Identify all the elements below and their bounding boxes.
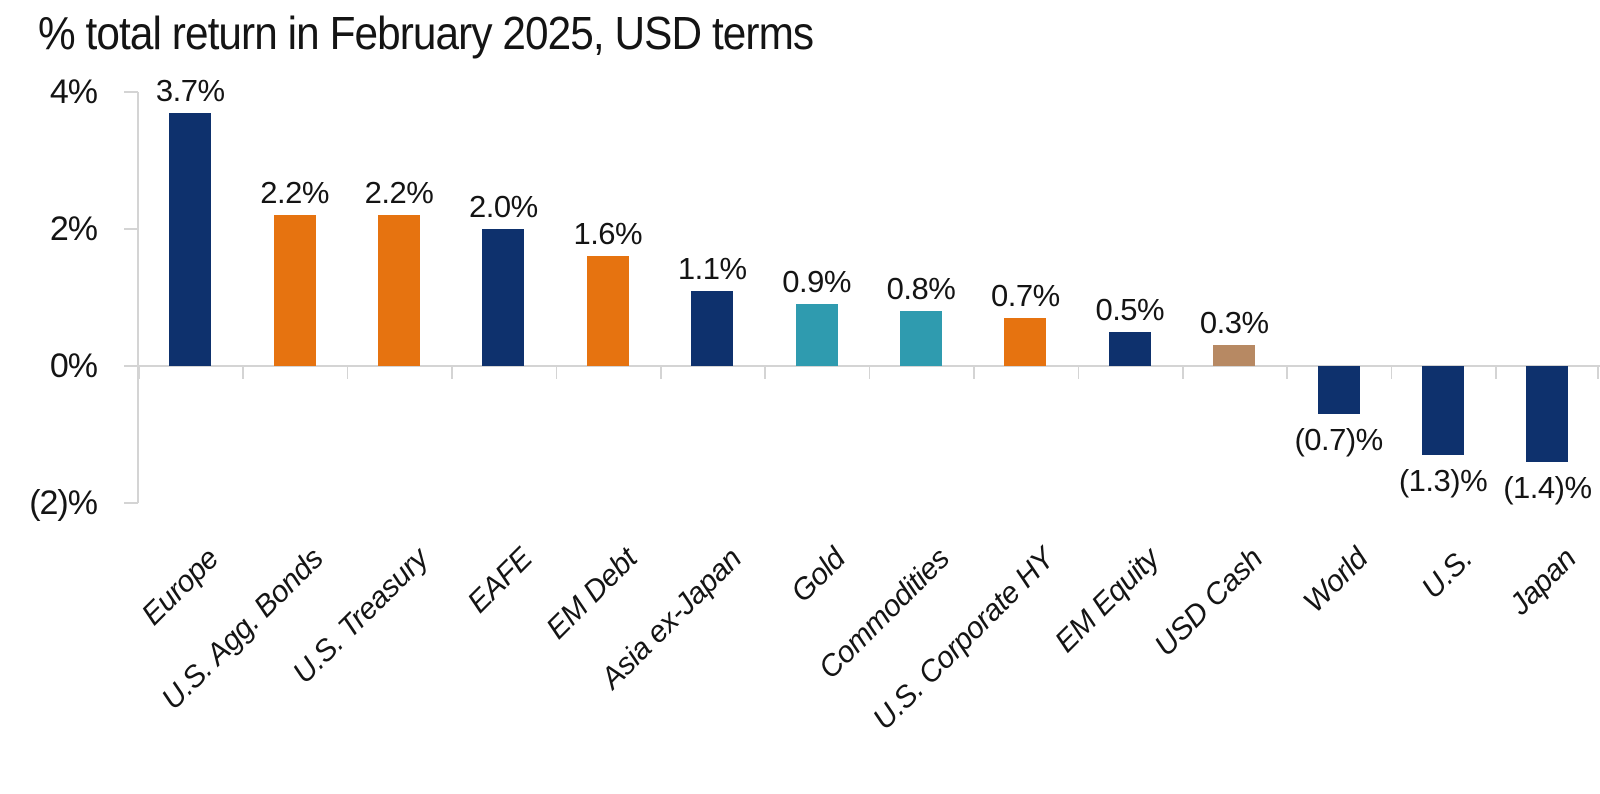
bar-value-label-commodities: 0.8% — [886, 271, 956, 307]
x-label-europe: Europe — [135, 542, 226, 632]
x-tick — [555, 366, 558, 379]
y-tick-label: 0% — [49, 347, 98, 385]
bar-japan — [1526, 366, 1569, 462]
y-axis-line — [137, 92, 139, 503]
bar-value-label-u-s-corporate-hy: 0.7% — [991, 278, 1060, 314]
bar-em-equity — [1108, 331, 1151, 366]
y-tick — [124, 228, 138, 230]
x-tick — [868, 366, 871, 379]
bar-value-label-world: (0.7)% — [1294, 421, 1383, 457]
y-tick-label: 2% — [49, 210, 98, 248]
x-tick — [1077, 366, 1080, 379]
x-tick — [1597, 366, 1599, 379]
bar-value-label-usd-cash: 0.3% — [1199, 305, 1269, 341]
bar-value-label-u-s-treasury: 2.2% — [364, 175, 434, 211]
bar-eafe — [482, 229, 525, 366]
x-label-usd-cash: USD Cash — [1148, 542, 1270, 663]
bar-value-label-u-s: (1.3)% — [1398, 463, 1488, 499]
x-tick — [973, 366, 975, 379]
bar-u-s — [1422, 366, 1464, 456]
bar-asia-ex-japan — [691, 290, 734, 366]
x-tick — [1390, 366, 1393, 379]
y-tick-label: 4% — [49, 73, 98, 111]
y-tick — [124, 365, 138, 367]
x-label-u-s-corporate-hy: U.S. Corporate HY — [866, 542, 1061, 737]
bar-europe — [169, 112, 212, 366]
x-label-u-s: U.S. — [1415, 542, 1479, 606]
chart-title: % total return in February 2025, USD ter… — [38, 7, 814, 59]
bar-u-s-corporate-hy — [1004, 318, 1047, 366]
bar-value-label-em-debt: 1.6% — [573, 216, 643, 252]
x-tick — [1495, 366, 1497, 379]
bar-value-label-em-equity: 0.5% — [1095, 291, 1165, 327]
y-tick — [124, 502, 138, 504]
x-label-em-debt: EM Debt — [539, 542, 644, 646]
bar-value-label-gold: 0.9% — [782, 264, 851, 300]
x-tick — [451, 366, 453, 379]
x-label-japan: Japan — [1503, 542, 1583, 622]
x-tick — [138, 366, 140, 379]
bar-world — [1317, 366, 1360, 414]
x-label-gold: Gold — [785, 542, 852, 609]
x-label-em-equity: EM Equity — [1048, 542, 1166, 659]
bar-value-label-europe: 3.7% — [155, 72, 225, 108]
bar-value-label-eafe: 2.0% — [469, 189, 538, 224]
bar-u-s-agg-bonds — [273, 215, 316, 366]
bar-value-label-u-s-agg-bonds: 2.2% — [260, 175, 329, 211]
x-tick — [242, 366, 244, 379]
x-tick — [764, 366, 766, 379]
x-tick — [660, 366, 662, 379]
x-label-eafe: EAFE — [461, 542, 539, 620]
y-tick-label: (2)% — [29, 484, 98, 522]
x-label-world: World — [1296, 542, 1374, 619]
y-tick — [124, 91, 138, 93]
x-tick — [346, 366, 349, 379]
bar-usd-cash — [1213, 345, 1256, 366]
bar-gold — [795, 304, 838, 366]
bar-em-debt — [586, 256, 629, 366]
bar-u-s-treasury — [378, 215, 420, 366]
x-tick — [1286, 366, 1288, 379]
x-tick — [1182, 366, 1184, 379]
bar-value-label-japan: (1.4)% — [1503, 469, 1592, 505]
bar-value-label-asia-ex-japan: 1.1% — [677, 250, 747, 286]
bar-commodities — [900, 311, 942, 366]
